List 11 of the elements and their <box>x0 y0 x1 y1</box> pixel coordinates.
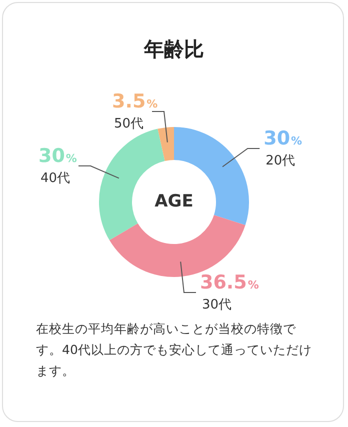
data-label: 30% <box>38 144 77 167</box>
data-label: 3.5% <box>112 90 158 113</box>
data-label: 36.5% <box>200 271 259 294</box>
text: 在校生の平均年齢が高いことが当校の特徴です。40代以上の方でも安心して通っていただけます。 <box>36 320 313 380</box>
slice-label: 40代 <box>40 170 70 186</box>
slice-label: 30代 <box>202 297 232 312</box>
text: AGE <box>154 191 194 212</box>
slice-label: 20代 <box>266 154 296 169</box>
chart-title: 年齢比 <box>142 36 205 63</box>
data-label: 30% <box>264 128 302 150</box>
slice-label: 50代 <box>114 116 144 132</box>
